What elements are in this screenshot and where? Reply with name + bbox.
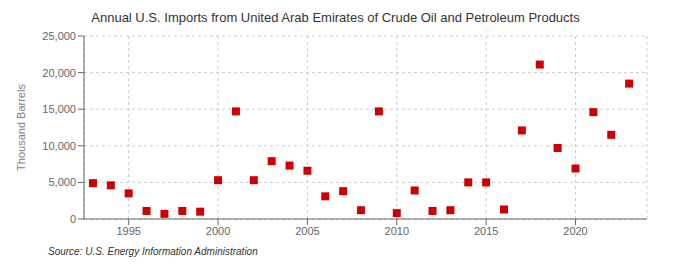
svg-text:25,000: 25,000	[42, 30, 76, 42]
svg-text:2000: 2000	[206, 225, 230, 237]
svg-text:10,000: 10,000	[42, 140, 76, 152]
html-text:Annual U.S. Imports from Unite: Annual U.S. Imports from United Arab Emi…	[91, 10, 580, 25]
svg-text:2020: 2020	[563, 225, 587, 237]
svg-text:15,000: 15,000	[42, 103, 76, 115]
svg-text:1995: 1995	[116, 225, 140, 237]
svg-text:2010: 2010	[385, 225, 409, 237]
svg-text:2015: 2015	[474, 225, 498, 237]
html-text:Source: U.S. Energy Informatio: Source: U.S. Energy Information Administ…	[48, 246, 258, 257]
svg-text:5,000: 5,000	[48, 176, 76, 188]
svg-text:20,000: 20,000	[42, 67, 76, 79]
svg-text:2005: 2005	[295, 225, 319, 237]
svg-text:Thousand Barrels: Thousand Barrels	[15, 84, 27, 171]
svg-text:0: 0	[70, 213, 76, 225]
